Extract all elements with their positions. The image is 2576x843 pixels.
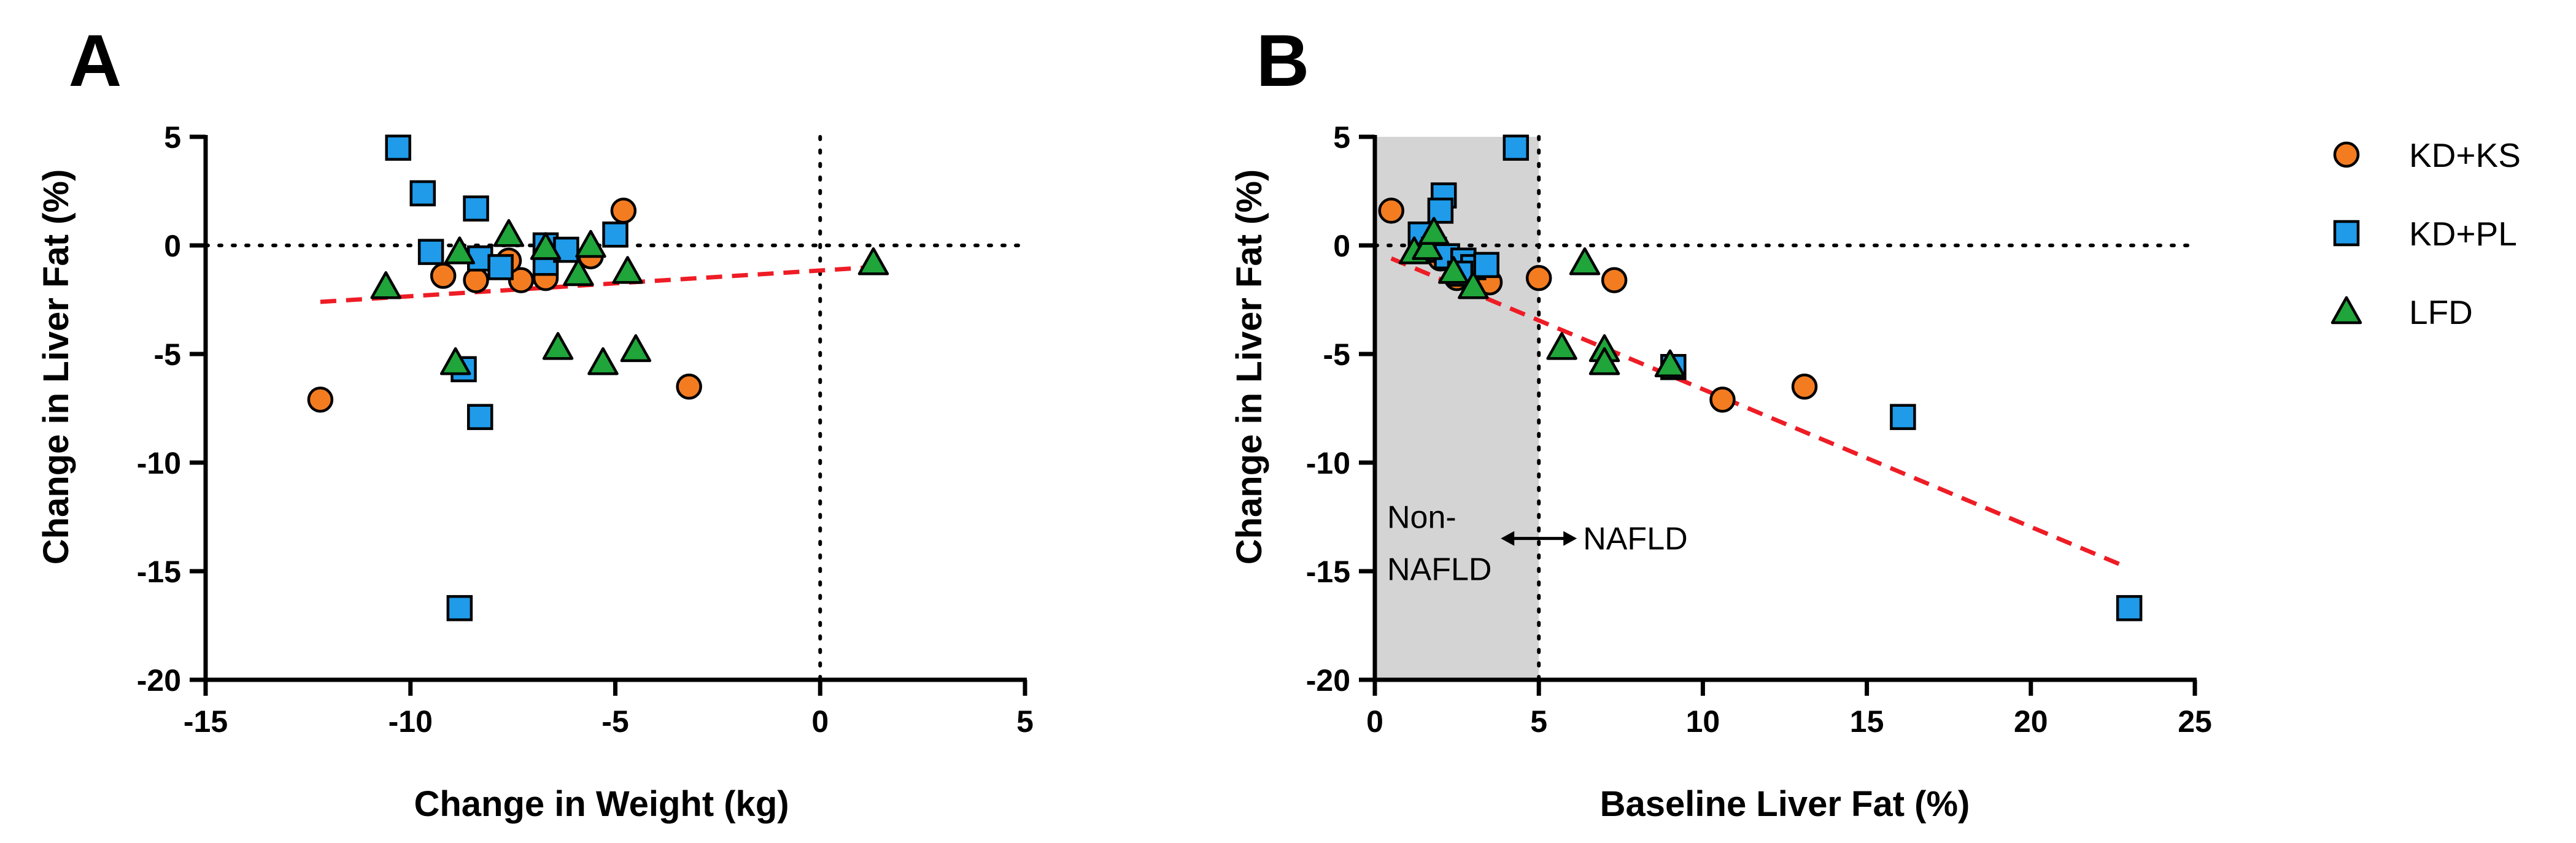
panel-a-y-tick-label: -15 [137, 555, 181, 589]
panel-b-point-ks [1791, 373, 1818, 400]
panel-a-point-lfd [542, 332, 574, 360]
panel-b: B Change in Liver Fat (%) Baseline Liver… [1229, 20, 2212, 824]
panel-a-x-tick-label: 5 [1016, 704, 1034, 739]
legend-label-lfd: LFD [2409, 293, 2473, 331]
panel-a-point-lfd [620, 334, 652, 363]
legend-marker-pl [2333, 220, 2360, 247]
panel-b-x-tick-label: 25 [2178, 704, 2212, 739]
panel-b-y-tick-label: 5 [1333, 120, 1350, 155]
panel-b-point-pl [1890, 404, 1916, 430]
panel-b-point-pl [2116, 595, 2143, 622]
panel-a-y-axis-title: Change in Liver Fat (%) [36, 169, 76, 565]
panel-a-point-pl [602, 221, 629, 248]
panel-a-point-lfd [444, 236, 476, 264]
panel-b-point-ks [1709, 387, 1736, 413]
panel-a-point-pl [417, 239, 444, 265]
panel-b-point-lfd [1654, 349, 1686, 377]
panel-a-point-lfd [857, 247, 889, 275]
panel-b-y-tick-label: -10 [1306, 446, 1350, 480]
panel-a-x-tick-label: -10 [389, 704, 433, 739]
panel-b-point-lfd [1588, 347, 1620, 375]
panel-a-point-ks [307, 387, 334, 413]
panel-b-arrow-right-head [1563, 531, 1577, 546]
panel-b-x-tick-label: 15 [1850, 704, 1884, 739]
panel-a-point-ks [430, 263, 457, 289]
panel-b-x-tick-label: 20 [2014, 704, 2048, 739]
panel-b-shaded-region [1375, 137, 1539, 680]
panel-a-x-tick-label: 0 [811, 704, 829, 739]
panel-b-point-lfd [1546, 332, 1577, 360]
panel-b-point-pl [1473, 252, 1499, 279]
panel-a-y-tick-label: -20 [137, 663, 181, 698]
panel-b-point-lfd [1458, 271, 1489, 299]
panel-a-y-tick-label: -5 [154, 337, 181, 372]
panel-a-point-pl [446, 595, 473, 622]
panel-b-x-tick-label: 10 [1686, 704, 1720, 739]
panel-a-point-ks [463, 267, 489, 293]
panel-b-y-axis-title: Change in Liver Fat (%) [1229, 169, 1269, 565]
panel-a-point-pl [466, 404, 493, 430]
panel-a-point-lfd [587, 347, 619, 375]
panel-a-point-lfd [530, 232, 562, 260]
panel-a-point-ks [610, 198, 637, 224]
panel-b-annotation-nafld: NAFLD [1583, 522, 1687, 557]
panel-a-point-pl [463, 195, 489, 222]
panel-a-point-lfd [575, 229, 606, 258]
panel-a-regression-line [320, 264, 874, 304]
panel-a-point-lfd [612, 256, 643, 284]
panel-b-x-tick-label: 5 [1530, 704, 1547, 739]
panel-b-point-ks [1601, 267, 1628, 293]
panel-b-point-lfd [1569, 247, 1601, 275]
panel-a-x-axis-title: Change in Weight (kg) [414, 784, 789, 824]
legend-label-ks: KD+KS [2409, 136, 2521, 174]
panel-a-y-tick-label: 5 [164, 120, 181, 155]
panel-b-x-tick-label: 0 [1366, 704, 1383, 739]
panel-a-point-pl [385, 134, 411, 161]
panel-b-annotation-non-nafld-line2: NAFLD [1387, 552, 1491, 588]
legend-marker-lfd [2330, 296, 2362, 325]
panel-b-point-ks [1525, 264, 1552, 291]
panel-b-y-tick-label: 0 [1333, 229, 1350, 263]
legend-marker-ks [2333, 141, 2360, 168]
panel-a-point-pl [409, 180, 436, 207]
panel-a-point-ks [676, 373, 702, 400]
legend-label-pl: KD+PL [2409, 215, 2517, 253]
panel-a-point-lfd [370, 271, 401, 299]
panel-b-annotation-non-nafld-line1: Non- [1387, 500, 1456, 536]
panel-b-y-tick-label: -15 [1306, 555, 1350, 589]
panel-a-y-tick-label: 0 [164, 229, 181, 263]
panel-a: A Change in Liver Fat (%) Change in Weig… [36, 20, 1034, 824]
panel-b-y-tick-label: -20 [1306, 663, 1350, 698]
panel-b-point-ks [1378, 198, 1404, 224]
panel-b-regression-line [1390, 256, 2127, 569]
panel-a-x-tick-label: -15 [184, 704, 228, 739]
panel-a-y-tick-label: -10 [137, 446, 181, 480]
panel-a-point-pl [487, 254, 514, 280]
panel-a-point-lfd [563, 258, 594, 287]
panel-a-label: A [69, 20, 122, 102]
panel-b-x-axis-title: Baseline Liver Fat (%) [1600, 784, 1970, 824]
panel-a-x-tick-label: -5 [601, 704, 629, 739]
panel-b-arrow-left-head [1501, 531, 1515, 546]
panel-b-point-lfd [1418, 217, 1450, 245]
panel-b-point-lfd [1412, 232, 1443, 260]
panel-a-point-lfd [493, 219, 525, 247]
panel-b-label: B [1256, 20, 1310, 102]
panel-b-point-lfd [1438, 256, 1469, 284]
panel-a-point-lfd [439, 347, 471, 375]
panel-b-y-tick-label: -5 [1323, 337, 1350, 372]
panel-b-point-pl [1503, 134, 1530, 161]
legend: KD+KS KD+PL LFD [2330, 136, 2521, 331]
